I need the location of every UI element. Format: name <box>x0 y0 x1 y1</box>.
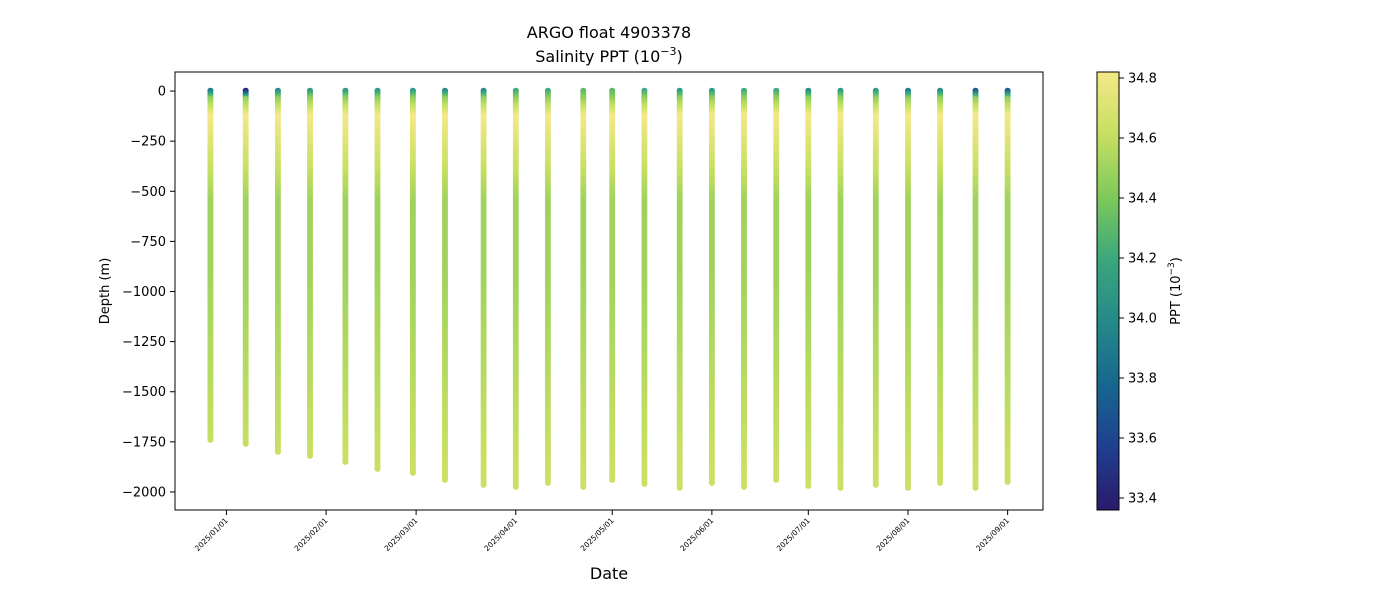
profile-11 <box>544 87 551 486</box>
profile-8-bottom-point <box>442 476 448 483</box>
y-tick-label: −1500 <box>122 385 166 400</box>
colorbar-tick-label: 33.8 <box>1128 372 1157 387</box>
profile-10 <box>512 87 519 490</box>
profile-13 <box>609 87 616 483</box>
profile-21 <box>872 87 879 488</box>
y-tick-label: 0 <box>158 85 166 100</box>
profile-3-bottom-point <box>274 448 281 455</box>
colorbar-tick-label: 34.0 <box>1128 312 1157 327</box>
x-tick-label: 2025/05/01 <box>579 516 616 553</box>
profile-24-bottom-point <box>972 484 979 491</box>
y-tick-label: −2000 <box>122 485 166 500</box>
profile-13-bottom-point <box>609 476 616 483</box>
x-tick-label: 2025/03/01 <box>383 516 420 553</box>
colorbar-label: PPT (10−3) <box>1167 257 1184 325</box>
profile-5-bottom-point <box>342 458 349 465</box>
colorbar-axis: 33.4 33.6 33.8 34.0 34.2 34.4 34.6 34.8 <box>1119 72 1157 507</box>
plot-frame <box>174 71 1044 511</box>
profile-11-bottom-point <box>544 479 551 486</box>
colorbar-label-close: ) <box>1169 257 1184 262</box>
x-axis-label: Date <box>590 564 628 583</box>
colorbar <box>1096 71 1120 511</box>
profile-23-bottom-point <box>937 479 944 486</box>
chart-title: ARGO float 4903378 <box>527 23 691 42</box>
y-axis: 0 −250 −500 −750 −1000 −1250 −1500 −1750 −2000 <box>122 85 175 500</box>
profile-23 <box>937 87 944 486</box>
profile-14 <box>641 87 648 487</box>
colorbar-tick-label: 33.4 <box>1128 492 1157 507</box>
profile-17-bottom-point <box>741 483 747 490</box>
profile-6 <box>374 87 381 472</box>
profile-7-bottom-point <box>409 469 416 476</box>
profile-25-bottom-point <box>1004 478 1011 485</box>
profile-2 <box>242 87 249 447</box>
profile-12-bottom-point <box>580 483 587 490</box>
colorbar-tick-label: 34.8 <box>1128 72 1157 87</box>
profile-22-bottom-point <box>905 484 911 491</box>
profile-16 <box>708 87 715 486</box>
x-tick-label: 2025/07/01 <box>775 516 812 553</box>
profile-15-bottom-point <box>676 484 683 491</box>
profile-4-bottom-point <box>307 452 313 459</box>
profile-3 <box>274 87 281 455</box>
profile-21-bottom-point <box>872 481 879 488</box>
profile-20 <box>837 87 844 491</box>
x-axis: 2025/01/01 2025/02/01 2025/03/01 2025/04/01… <box>193 510 1011 553</box>
y-tick-label: −500 <box>130 185 166 200</box>
profile-1-bottom-point <box>207 436 214 443</box>
chart-subtitle-main: Salinity PPT (10 <box>535 47 660 66</box>
x-tick-label: 2025/06/01 <box>678 516 715 553</box>
y-tick-label: −750 <box>130 235 166 250</box>
profile-16-bottom-point <box>708 479 715 486</box>
x-tick-label: 2025/01/01 <box>193 516 230 553</box>
profile-5 <box>342 87 349 465</box>
x-tick-label: 2025/02/01 <box>293 516 330 553</box>
profile-24 <box>972 87 979 491</box>
x-tick-label: 2025/08/01 <box>874 516 911 553</box>
x-tick-label: 2025/04/01 <box>482 516 519 553</box>
profile-2-bottom-point <box>242 440 249 447</box>
profile-15 <box>676 87 683 491</box>
profile-14-bottom-point <box>641 480 648 487</box>
profile-8 <box>442 87 448 483</box>
profile-10-bottom-point <box>512 483 519 490</box>
profile-18-bottom-point <box>773 476 780 483</box>
profile-9 <box>480 87 487 488</box>
chart-subtitle: Salinity PPT (10−3) <box>535 45 683 66</box>
colorbar-label-exponent: −3 <box>1167 262 1177 275</box>
profile-1 <box>207 87 214 443</box>
colorbar-tick-label: 34.4 <box>1128 192 1157 207</box>
profile-9-bottom-point <box>480 481 487 488</box>
profile-20-bottom-point <box>837 484 844 491</box>
profile-19-bottom-point <box>805 482 812 489</box>
profile-12 <box>580 87 587 490</box>
y-tick-label: −250 <box>130 135 166 150</box>
profiles-group <box>207 87 1011 491</box>
x-tick-label: 2025/09/01 <box>974 516 1011 553</box>
profile-19 <box>805 87 812 489</box>
colorbar-tick-label: 33.6 <box>1128 432 1157 447</box>
profile-4 <box>307 87 313 459</box>
chart-subtitle-close: ) <box>677 47 683 66</box>
colorbar-label-main: PPT (10 <box>1169 275 1184 324</box>
colorbar-tick-label: 34.2 <box>1128 252 1157 267</box>
profile-18 <box>773 87 780 483</box>
profile-17 <box>741 87 747 490</box>
y-tick-label: −1000 <box>122 285 166 300</box>
colorbar-tick-label: 34.6 <box>1128 132 1157 147</box>
chart-subtitle-exponent: −3 <box>660 45 676 58</box>
y-axis-label: Depth (m) <box>98 258 113 325</box>
profile-22 <box>905 87 911 491</box>
y-tick-label: −1250 <box>122 335 166 350</box>
y-tick-label: −1750 <box>122 435 166 450</box>
profile-6-bottom-point <box>374 465 381 472</box>
profile-7 <box>409 87 416 476</box>
profile-25 <box>1004 87 1011 485</box>
